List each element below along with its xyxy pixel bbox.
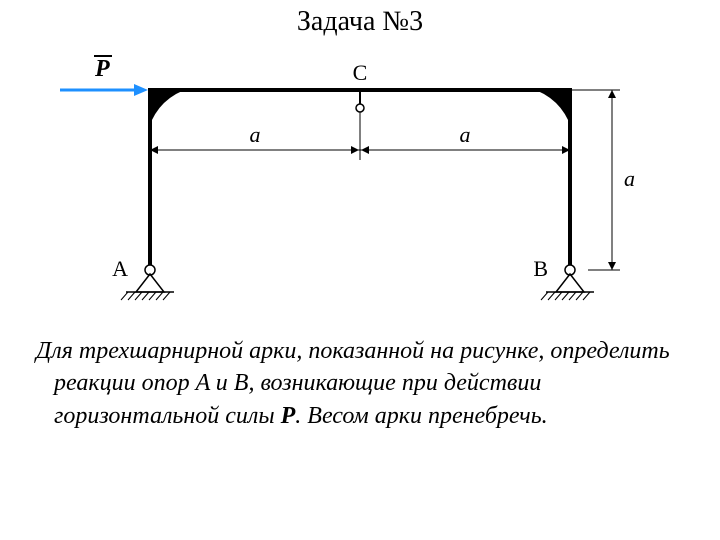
haunch-left xyxy=(148,88,190,130)
arch-diagram: C P A Ba a a xyxy=(60,40,640,320)
dim-label-a1: a xyxy=(250,122,261,147)
page-title: Задача №3 xyxy=(0,6,720,38)
label-b: B xyxy=(533,256,548,281)
hinge-c-icon xyxy=(356,104,364,112)
support-a-hatch-icon xyxy=(135,292,142,300)
support-a-hatch-icon xyxy=(156,292,163,300)
support-a-hatch-icon xyxy=(142,292,149,300)
label-a: A xyxy=(112,256,128,281)
force-arrowhead-icon xyxy=(134,84,148,96)
support-a-hatch-icon xyxy=(128,292,135,300)
label-c: C xyxy=(353,60,368,85)
support-b-hatch-icon xyxy=(541,292,548,300)
support-a-hatch-icon xyxy=(149,292,156,300)
problem-statement: Для трехшарнирной арки, показанной на ри… xyxy=(36,335,702,432)
dim-arrowhead-icon xyxy=(351,146,359,154)
label-p: P xyxy=(94,56,110,82)
support-b-hatch-icon xyxy=(569,292,576,300)
dim-label-a3: a xyxy=(624,166,635,191)
support-a-triangle-icon xyxy=(136,274,164,292)
haunch-right xyxy=(530,88,572,130)
support-a-hatch-icon xyxy=(121,292,128,300)
dim-label-a2: a xyxy=(460,122,471,147)
support-b-hatch-icon xyxy=(562,292,569,300)
dim-arrowhead-icon xyxy=(361,146,369,154)
support-b-hatch-icon xyxy=(548,292,555,300)
support-b-hatch-icon xyxy=(555,292,562,300)
support-b-hatch-icon xyxy=(576,292,583,300)
support-b-triangle-icon xyxy=(556,274,584,292)
support-a-hatch-icon xyxy=(163,292,170,300)
support-b-hatch-icon xyxy=(583,292,590,300)
